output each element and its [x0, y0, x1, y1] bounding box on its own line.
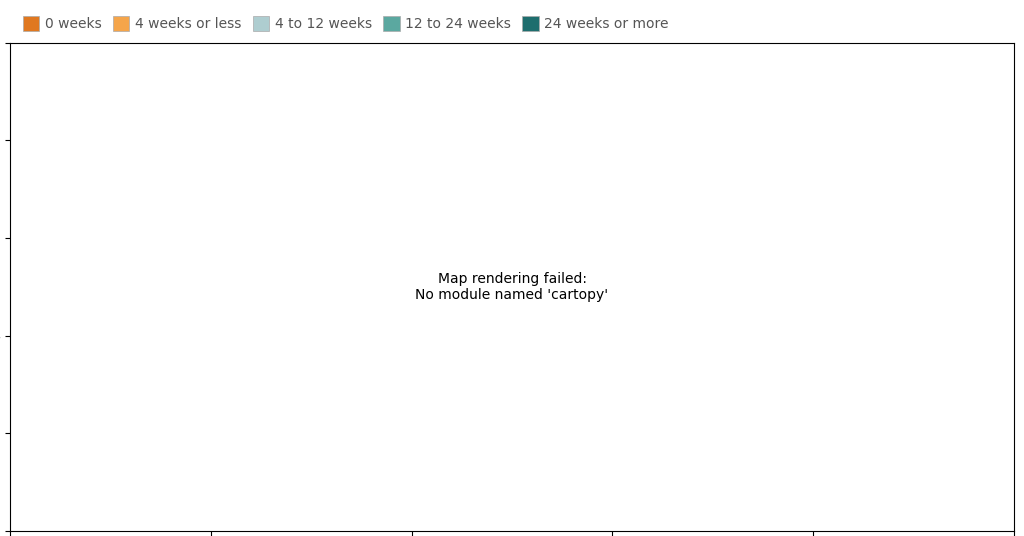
Text: Map rendering failed:
No module named 'cartopy': Map rendering failed: No module named 'c…: [416, 272, 608, 302]
Legend: 0 weeks, 4 weeks or less, 4 to 12 weeks, 12 to 24 weeks, 24 weeks or more: 0 weeks, 4 weeks or less, 4 to 12 weeks,…: [17, 11, 675, 37]
